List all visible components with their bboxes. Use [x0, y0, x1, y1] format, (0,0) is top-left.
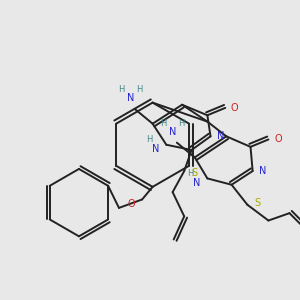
Text: N: N [152, 144, 160, 154]
Text: H: H [146, 135, 153, 144]
Text: H: H [187, 169, 194, 178]
Text: N: N [218, 131, 225, 141]
Text: S: S [255, 198, 261, 208]
Text: N: N [169, 127, 176, 137]
Text: H: H [178, 119, 184, 128]
Text: O: O [274, 134, 282, 145]
Text: N: N [127, 93, 134, 103]
Text: H: H [118, 85, 124, 94]
Text: H: H [160, 119, 166, 128]
Text: N: N [193, 178, 200, 188]
Text: S: S [192, 168, 198, 178]
Text: N: N [260, 166, 267, 176]
Text: O: O [231, 103, 238, 113]
Text: O: O [128, 199, 135, 209]
Text: H: H [136, 85, 142, 94]
